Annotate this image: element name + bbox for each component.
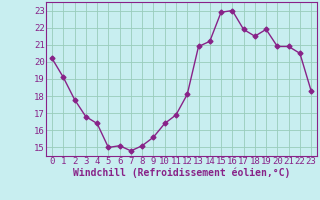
X-axis label: Windchill (Refroidissement éolien,°C): Windchill (Refroidissement éolien,°C) [73, 168, 290, 178]
